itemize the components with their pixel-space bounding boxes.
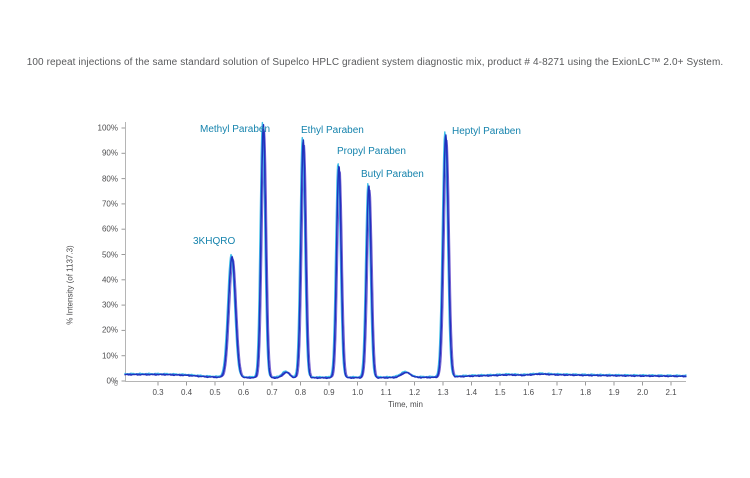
x-tick-label: 0.4 (180, 388, 193, 397)
x-tick-label: 0.9 (323, 388, 335, 397)
x-tick-label: 1.0 (351, 388, 364, 397)
y-tick-label: 30% (101, 300, 118, 310)
x-tick-label: 0.7 (266, 388, 278, 397)
peak-label-ethyl-paraben: Ethyl Paraben (301, 125, 364, 136)
x-tick-label: 1.4 (465, 388, 478, 397)
injection-envelope-cyan (124, 121, 687, 379)
y-axis-tick-labels: 100% 90% 80% 70% 60% 50% 40% 30% 20% 10% 0% (86, 0, 118, 478)
y-tick-label: 10% (101, 351, 118, 361)
x-tick-label: 2.0 (636, 388, 649, 397)
y-tick-label: 40% (101, 275, 118, 285)
y-tick-label: 60% (101, 224, 118, 234)
x-tick-label: 0.8 (294, 388, 307, 397)
y-tick-label: 20% (101, 325, 118, 335)
injection-main-blue (124, 123, 687, 380)
y-tick-label: 70% (101, 199, 118, 209)
x-tick-label: 1.2 (408, 388, 421, 397)
peak-label-methyl-paraben: Methyl Paraben (200, 124, 271, 135)
injection-mid-blue (124, 126, 687, 379)
peak-label-3khqro: 3KHQRO (193, 236, 236, 247)
peak-label-heptyl-paraben: Heptyl Paraben (452, 126, 521, 137)
chart-caption: 100 repeat injections of the same standa… (26, 57, 724, 68)
x-tick-label: 1.3 (437, 388, 449, 397)
x-tick-label: 1.8 (579, 388, 592, 397)
x-axis-title: Time, min (388, 400, 423, 409)
peak-label-propyl-paraben: Propyl Paraben (337, 146, 406, 157)
x-tick-label: 1.5 (494, 388, 506, 397)
y-tick-label: 80% (101, 174, 118, 184)
x-tick-label: 0.5 (209, 388, 221, 397)
x-tick-label: 1.9 (608, 388, 620, 397)
y-tick-label: 100% (97, 123, 118, 133)
x-tick-label: 2.1 (665, 388, 677, 397)
y-tick-label: 0% (106, 376, 118, 386)
x-tick-label: 1.6 (522, 388, 535, 397)
x-tick-label: 0.3 (152, 388, 164, 397)
x-tick-label: 1.7 (551, 388, 563, 397)
x-tick-label: 0.6 (237, 388, 250, 397)
x-tick-label: 1.1 (380, 388, 392, 397)
origin-label: 0 (114, 381, 118, 388)
y-axis-title: % Intensity (of 1137.3) (65, 245, 75, 325)
peak-label-butyl-paraben: Butyl Paraben (361, 169, 424, 180)
x-axis-tick-labels: 0.3 0.4 0.5 0.6 0.7 0.8 0.9 1.0 1.1 1.2 1.3 1.4 1.5 1… (0, 388, 750, 400)
y-tick-label: 50% (101, 250, 118, 259)
y-tick-label: 90% (101, 148, 118, 158)
